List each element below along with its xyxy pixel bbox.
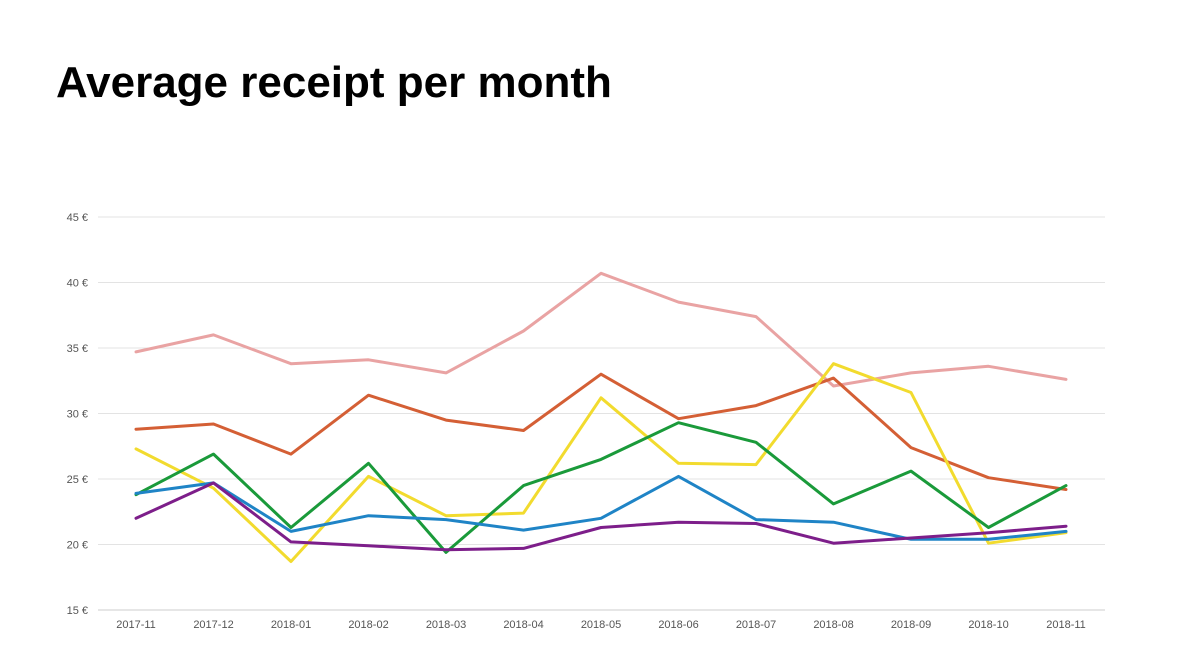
series-line-1: [134, 271, 1068, 388]
x-tick-label: 2018-08: [813, 619, 853, 631]
series-line-4: [134, 421, 1068, 554]
x-tick-label: 2018-10: [968, 619, 1008, 631]
grid-lines: [98, 216, 1105, 611]
y-tick-label: 20 €: [67, 540, 88, 552]
y-tick-label: 35 €: [67, 343, 88, 355]
series-line-6: [134, 481, 1068, 552]
x-tick-label: 2018-07: [736, 619, 776, 631]
x-tick-label: 2018-05: [581, 619, 621, 631]
y-tick-label: 25 €: [67, 474, 88, 486]
x-tick-label: 2017-11: [116, 619, 156, 631]
x-tick-label: 2018-02: [348, 619, 388, 631]
x-tick-label: 2018-01: [271, 619, 311, 631]
series-line-3: [134, 362, 1068, 563]
y-axis-labels: 15 € 20 € 25 € 30 € 35 € 40 € 45 €: [67, 212, 88, 617]
x-tick-label: 2018-06: [658, 619, 698, 631]
x-tick-label: 2018-03: [426, 619, 466, 631]
x-tick-label: 2018-11: [1046, 619, 1086, 631]
y-tick-label: 40 €: [67, 278, 88, 290]
y-tick-label: 45 €: [67, 212, 88, 224]
series-line-2: [134, 372, 1068, 491]
chart-title: Average receipt per month: [56, 58, 612, 107]
x-tick-label: 2018-04: [503, 619, 543, 631]
y-tick-label: 30 €: [67, 409, 88, 421]
y-tick-label: 15 €: [67, 605, 88, 617]
x-tick-label: 2018-09: [891, 619, 931, 631]
x-axis-labels: 2017-11 2017-12 2018-01 2018-02 2018-03 2018-…: [116, 619, 1086, 631]
series-lines: [134, 271, 1068, 563]
x-tick-label: 2017-12: [193, 619, 233, 631]
